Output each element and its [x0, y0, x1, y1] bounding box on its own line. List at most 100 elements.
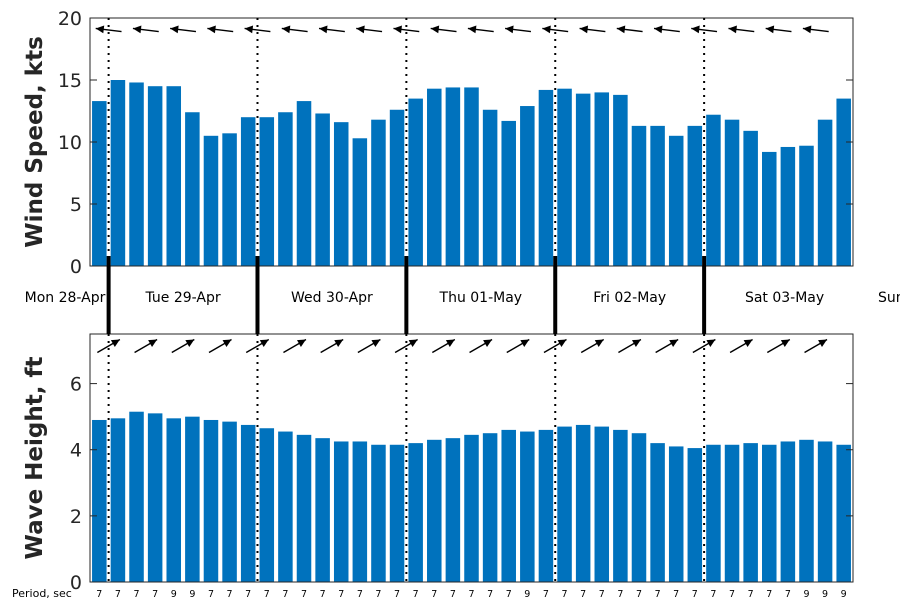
wave-direction-arrow-head: [408, 339, 418, 347]
period-value: 7: [413, 589, 419, 600]
wind-ytick-label: 20: [58, 8, 82, 30]
wave-bar: [129, 411, 144, 582]
wave-bar: [836, 444, 851, 582]
wave-bar: [389, 444, 405, 582]
wind-ytick-label: 10: [58, 132, 82, 154]
wave-bar: [371, 444, 386, 582]
wind-bar: [352, 138, 368, 266]
wave-bar: [166, 418, 182, 582]
wind-ytick-label: 0: [70, 256, 82, 278]
wind-bar: [836, 98, 851, 266]
wave-bar: [799, 439, 814, 582]
period-value: 7: [599, 589, 605, 600]
wind-direction-arrow-head: [393, 25, 402, 34]
wave-bar: [817, 441, 833, 582]
wave-bar: [557, 426, 572, 582]
period-value: 7: [543, 589, 549, 600]
wind-direction-arrow-head: [505, 25, 514, 34]
period-value: 7: [282, 589, 288, 600]
wind-bar: [557, 88, 572, 267]
wave-bar: [203, 419, 219, 582]
day-label: Sun: [878, 290, 900, 306]
period-value: 7: [115, 589, 121, 600]
wave-ytick-label: 0: [70, 572, 82, 594]
wave-bar: [501, 429, 516, 582]
period-value: 7: [394, 589, 400, 600]
period-value: 9: [841, 589, 847, 600]
period-value: 9: [171, 589, 177, 600]
wind-bar: [259, 117, 275, 266]
period-value: 9: [822, 589, 828, 600]
wind-direction-arrow-head: [691, 25, 700, 34]
wave-direction-arrow-head: [780, 339, 790, 347]
wave-direction-arrow-head: [557, 339, 567, 347]
period-value: 7: [431, 589, 437, 600]
wind-bar: [166, 86, 182, 266]
period-value: 7: [487, 589, 493, 600]
wind-bar: [278, 112, 293, 267]
wind-direction-arrow-head: [281, 25, 291, 34]
wind-direction-arrow-head: [430, 25, 440, 34]
wave-bar: [780, 441, 796, 582]
wind-bar: [185, 112, 200, 267]
wave-direction-arrow-head: [110, 339, 120, 347]
wind-bar: [240, 117, 256, 266]
period-value: 7: [264, 589, 270, 600]
wind-bar: [724, 119, 740, 267]
wind-direction-arrow-head: [616, 25, 626, 34]
wave-bar: [185, 416, 200, 582]
wave-direction-arrow-head: [296, 339, 306, 347]
wave-bar: [92, 419, 107, 582]
wind-direction-arrow-head: [207, 25, 216, 34]
period-value: 7: [710, 589, 716, 600]
wave-direction-arrow-head: [222, 339, 232, 347]
period-value: 7: [673, 589, 679, 600]
period-value: 9: [189, 589, 195, 600]
wind-direction-arrow-head: [579, 25, 589, 34]
wave-direction-arrow-head: [483, 339, 493, 347]
period-value: 7: [96, 589, 102, 600]
wind-bar: [501, 120, 516, 266]
wind-bar: [445, 87, 461, 266]
period-value: 7: [450, 589, 456, 600]
wave-bar: [538, 429, 554, 582]
wind-direction-arrow-head: [244, 25, 254, 34]
wind-bar: [594, 92, 610, 267]
wave-bar: [110, 418, 126, 582]
wave-bar: [650, 443, 665, 582]
wave-bar: [762, 444, 777, 582]
period-value: 9: [803, 589, 809, 600]
wave-bar: [520, 431, 535, 582]
wind-direction-arrow-head: [542, 25, 551, 34]
wave-direction-arrow-head: [185, 339, 195, 347]
period-value: 7: [617, 589, 623, 600]
period-value: 7: [245, 589, 251, 600]
period-value: 7: [301, 589, 307, 600]
wind-bar: [650, 125, 665, 266]
wave-ytick-label: 2: [70, 506, 82, 528]
wave-bar: [706, 444, 721, 582]
wind-bar: [110, 80, 126, 266]
period-value: 7: [785, 589, 791, 600]
wind-direction-arrow-head: [765, 25, 775, 34]
wind-direction-arrow-head: [95, 25, 105, 34]
day-label: Mon 28-Apr: [25, 290, 106, 306]
wind-direction-arrow-head: [728, 25, 737, 34]
wave-bar: [464, 434, 479, 582]
wave-bar: [427, 439, 442, 582]
period-label: Period, sec: [12, 587, 72, 600]
day-label: Fri 02-May: [593, 290, 666, 306]
wind-bar: [631, 125, 647, 266]
period-value: 7: [580, 589, 586, 600]
wind-bar: [147, 86, 163, 266]
period-value: 7: [562, 589, 568, 600]
day-label: Sat 03-May: [745, 290, 824, 306]
wind-bar: [203, 135, 219, 266]
wave-bar: [445, 438, 461, 582]
wind-bar: [371, 119, 386, 267]
wind-ytick-label: 15: [58, 70, 82, 92]
wind-bar: [575, 93, 591, 266]
wind-bar: [687, 125, 703, 266]
wave-bar: [147, 413, 163, 582]
